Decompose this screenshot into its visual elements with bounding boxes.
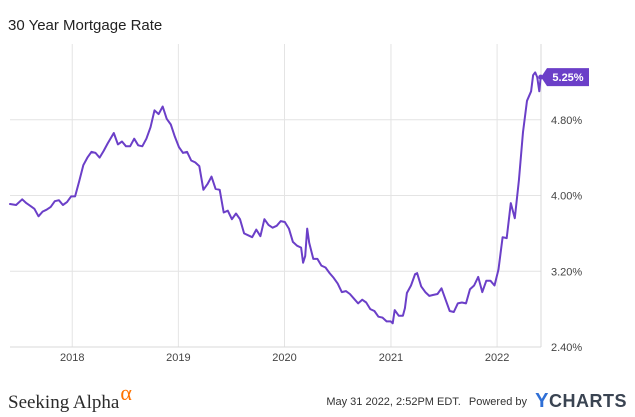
x-tick-label: 2019 [166, 352, 190, 364]
last-value-badge [541, 68, 589, 87]
ycharts-logo[interactable]: YCHARTS [535, 390, 627, 413]
brand-name: Seeking Alpha [8, 392, 120, 413]
timestamp-credit: May 31 2022, 2:52PM EDT. Powered by [326, 396, 527, 408]
x-tick-label: 2021 [379, 352, 403, 364]
y-tick-label: 4.00% [551, 191, 582, 203]
seeking-alpha-logo[interactable]: Seeking Alphaα [8, 380, 132, 414]
series-line [9, 71, 542, 325]
powered-by-label: Powered by [468, 396, 527, 408]
y-tick-label: 2.40% [551, 342, 582, 354]
chart-title: 30 Year Mortgage Rate [8, 17, 163, 34]
x-tick-label: 2018 [60, 352, 84, 364]
ycharts-name: CHARTS [549, 391, 627, 411]
mortgage-rate-chart: 2.40% 3.20% 4.00% 4.80% 2018 2019 2020 2021 2022… [9, 44, 589, 364]
last-value-label: 5.25% [552, 72, 583, 84]
alpha-icon: α [120, 380, 132, 405]
ycharts-y: Y [535, 390, 549, 412]
x-tick-label: 2020 [272, 352, 296, 364]
y-tick-label: 4.80% [551, 115, 582, 127]
timestamp: May 31 2022, 2:52PM EDT. [326, 396, 461, 408]
footer: Seeking Alphaα May 31 2022, 2:52PM EDT. … [0, 380, 635, 417]
y-tick-label: 3.20% [551, 266, 582, 278]
x-tick-label: 2022 [485, 352, 509, 364]
